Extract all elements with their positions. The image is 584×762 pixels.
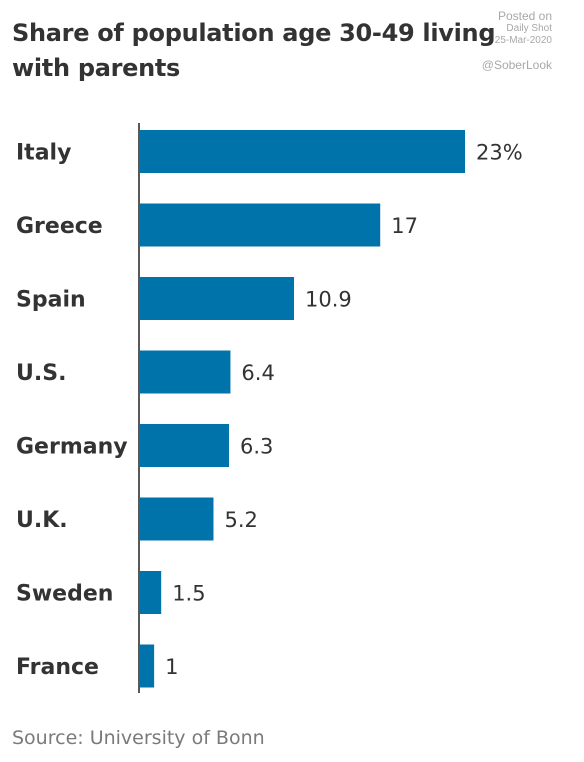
value-label: 1.5: [172, 582, 205, 606]
bar-u-s: [140, 350, 231, 394]
watermark-date: 25-Mar-2020: [494, 35, 552, 46]
value-label: 1: [165, 655, 178, 679]
value-label: 6.3: [240, 435, 273, 459]
bar-spain: [140, 277, 295, 320]
watermark-outlet: Daily Shot: [506, 23, 552, 34]
category-label: Germany: [16, 435, 128, 460]
bar-u-k: [140, 497, 214, 541]
bar-sweden: [140, 571, 162, 614]
value-label: 6.4: [241, 361, 274, 385]
category-label: France: [16, 655, 99, 680]
category-label: U.S.: [16, 361, 66, 386]
watermark-handle: @SoberLook: [481, 58, 552, 72]
source-note: Source: University of Bonn: [12, 727, 265, 749]
bar-germany: [140, 424, 230, 467]
category-label: Sweden: [16, 582, 113, 607]
bar-france: [140, 644, 155, 688]
value-label: 10.9: [305, 288, 352, 312]
bar-greece: [140, 203, 381, 247]
bar-italy: [140, 130, 465, 173]
watermark-posted: Posted on: [497, 9, 552, 23]
category-label: Spain: [16, 288, 86, 313]
value-label: 17: [391, 214, 418, 238]
value-label: 5.2: [224, 508, 257, 532]
category-label: U.K.: [16, 508, 68, 533]
category-label: Greece: [16, 214, 103, 239]
watermark: Posted on Daily Shot 25-Mar-2020 @SoberL…: [481, 9, 552, 73]
value-label: 23%: [476, 141, 523, 165]
bar-chart: Italy 23% Greece 17 Spain 10.9 U.S. 6.4 Germany 6…: [16, 123, 523, 693]
chart-title: Share of population age 30-49 living wit…: [12, 19, 496, 82]
category-label: Italy: [16, 141, 71, 166]
